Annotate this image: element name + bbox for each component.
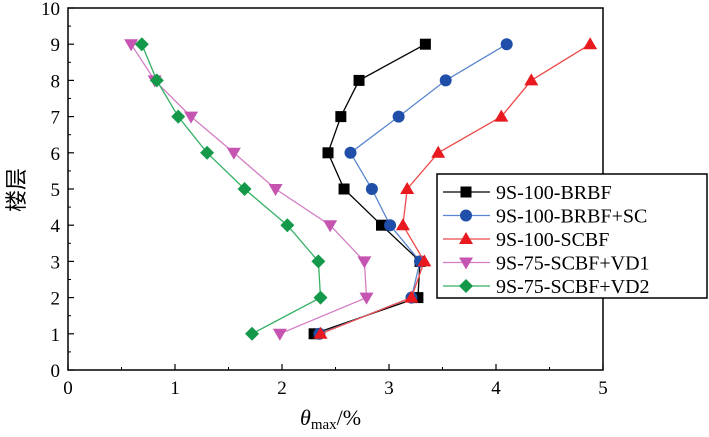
marker-circle bbox=[384, 219, 397, 232]
marker-diamond bbox=[134, 37, 149, 52]
marker-diamond bbox=[280, 218, 295, 233]
marker-circle bbox=[365, 183, 378, 195]
marker-square bbox=[338, 183, 350, 195]
y-tick-label: 0 bbox=[51, 361, 61, 382]
marker-triangle-up bbox=[400, 182, 415, 194]
marker-square bbox=[412, 292, 424, 304]
legend: 9S-100-BRBF9S-100-BRBF+SC9S-100-SCBF9S-7… bbox=[436, 173, 708, 299]
marker-square bbox=[419, 38, 431, 50]
marker-circle bbox=[500, 38, 513, 51]
marker-triangle-up bbox=[524, 73, 539, 86]
marker-triangle-up bbox=[583, 37, 598, 50]
marker-triangle-down bbox=[323, 220, 338, 233]
marker-square bbox=[376, 219, 388, 231]
x-tick-label: 0 bbox=[63, 378, 73, 399]
marker-triangle-down bbox=[184, 111, 199, 124]
x-tick-label: 3 bbox=[384, 378, 394, 399]
y-tick-label: 10 bbox=[41, 0, 60, 20]
marker-circle bbox=[344, 146, 357, 159]
marker-circle bbox=[439, 74, 452, 87]
x-axis-label: θmax/% bbox=[300, 405, 361, 433]
y-tick-label: 1 bbox=[51, 325, 61, 346]
marker-diamond bbox=[171, 109, 186, 124]
marker-diamond bbox=[313, 290, 328, 305]
legend-label: 9S-75-SCBF+VD1 bbox=[496, 253, 650, 275]
marker-triangle-up bbox=[395, 218, 410, 231]
series-9s-75-scbf-vd2 bbox=[134, 37, 328, 341]
series-9s-100-scbf bbox=[313, 37, 598, 339]
marker-triangle-down bbox=[359, 292, 374, 305]
y-tick-label: 7 bbox=[51, 108, 61, 129]
marker-triangle-down bbox=[268, 184, 283, 196]
marker-triangle-up bbox=[494, 109, 509, 122]
marker-circle bbox=[392, 110, 405, 123]
marker-circle bbox=[460, 209, 472, 222]
marker-triangle-down bbox=[459, 257, 473, 270]
legend-label: 9S-100-BRBF bbox=[496, 182, 612, 204]
legend-label: 9S-75-SCBF+VD2 bbox=[496, 276, 650, 298]
marker-diamond bbox=[237, 182, 252, 196]
y-tick-label: 8 bbox=[51, 71, 61, 92]
marker-triangle-down bbox=[124, 39, 139, 52]
marker-triangle-up bbox=[404, 290, 419, 303]
y-tick-label: 5 bbox=[51, 180, 61, 201]
marker-triangle-up bbox=[313, 326, 328, 339]
series-line bbox=[141, 43, 322, 335]
marker-triangle-down bbox=[272, 328, 287, 341]
y-axis-label: 楼层 bbox=[4, 168, 29, 212]
marker-square bbox=[353, 74, 365, 86]
marker-square bbox=[335, 111, 347, 123]
marker-diamond bbox=[149, 73, 164, 88]
legend-label: 9S-100-SCBF bbox=[496, 229, 609, 251]
marker-diamond bbox=[311, 254, 326, 269]
y-tick-label: 2 bbox=[51, 289, 61, 310]
x-tick-label: 2 bbox=[277, 378, 287, 399]
marker-square bbox=[460, 186, 472, 198]
marker-diamond bbox=[245, 326, 260, 341]
marker-diamond bbox=[200, 145, 215, 160]
y-tick-label: 9 bbox=[51, 35, 61, 56]
y-tick-label: 3 bbox=[51, 252, 61, 273]
legend-label: 9S-100-BRBF+SC bbox=[496, 206, 647, 228]
marker-triangle-down bbox=[357, 256, 372, 269]
y-tick-label: 4 bbox=[51, 216, 61, 237]
x-tick-label: 5 bbox=[598, 378, 608, 399]
x-tick-label: 4 bbox=[491, 378, 501, 399]
marker-triangle-up bbox=[431, 145, 446, 158]
marker-triangle-up bbox=[417, 254, 432, 267]
marker-triangle-down bbox=[226, 147, 241, 160]
marker-triangle-up bbox=[459, 232, 473, 244]
y-tick-label: 6 bbox=[51, 144, 61, 165]
marker-square bbox=[322, 147, 334, 159]
x-tick-label: 1 bbox=[170, 378, 180, 399]
marker-diamond bbox=[459, 279, 473, 293]
